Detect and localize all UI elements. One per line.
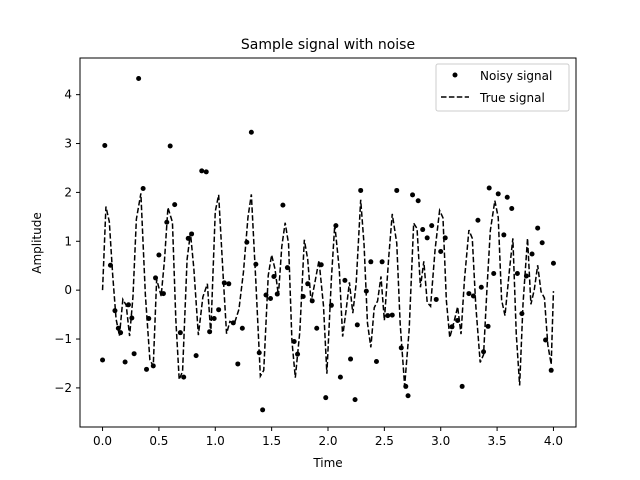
noisy-signal-point: [211, 316, 217, 321]
noisy-signal-point: [373, 359, 379, 365]
noisy-signal-point: [539, 240, 545, 246]
noisy-signal-point: [481, 349, 487, 355]
noisy-signal-point: [352, 397, 358, 403]
chart-title: Sample signal with noise: [241, 37, 415, 53]
noisy-signal-point: [438, 249, 444, 255]
y-tick-label: 0: [64, 283, 72, 297]
noisy-signal-point: [167, 143, 173, 149]
noisy-signal-point: [199, 168, 205, 174]
noisy-signal-point: [122, 359, 128, 365]
true-signal-line: [101, 193, 555, 387]
noisy-signal-point: [280, 202, 286, 208]
noisy-signal-point: [420, 227, 426, 233]
noisy-signal-point: [535, 225, 541, 231]
y-tick-label: 3: [64, 137, 72, 151]
noisy-signal-point: [226, 281, 232, 287]
noisy-signal-point: [291, 338, 297, 344]
noisy-signal-point: [459, 383, 465, 389]
noisy-signal-point: [491, 271, 497, 277]
noisy-signal-point: [144, 366, 150, 372]
noisy-signal-point: [177, 330, 183, 336]
noisy-signal-point: [529, 251, 535, 257]
noisy-signal-point: [354, 322, 360, 328]
noisy-signal-point: [235, 361, 241, 367]
noisy-signal-point: [368, 259, 374, 265]
noisy-signal-point: [323, 395, 329, 401]
noisy-signal-point: [131, 351, 137, 357]
x-tick-label: 0.5: [149, 434, 168, 448]
noisy-signal-point: [424, 235, 430, 241]
noisy-signal-point: [429, 223, 435, 229]
noisy-signal-point: [129, 315, 135, 321]
noisy-signal-point: [548, 367, 554, 373]
noisy-signal-point: [140, 185, 146, 191]
noisy-signal-point: [100, 357, 106, 363]
noisy-signal-point: [495, 191, 501, 197]
noisy-signal-point: [358, 187, 364, 193]
legend-label-noisy: Noisy signal: [480, 69, 552, 83]
legend-marker-noisy: [452, 72, 458, 78]
x-tick-label: 3.0: [431, 434, 450, 448]
y-tick-label: 4: [64, 88, 72, 102]
x-tick-label: 3.5: [488, 434, 507, 448]
noisy-signal-point: [102, 142, 108, 148]
noisy-signal-point: [239, 325, 245, 331]
x-tick-label: 1.5: [262, 434, 281, 448]
noisy-signal-point: [410, 192, 416, 198]
noisy-signal-point: [389, 312, 395, 318]
x-tick-label: 0.0: [93, 434, 112, 448]
noisy-signal-point: [216, 307, 222, 313]
noisy-signal-point: [260, 407, 266, 413]
noisy-signal-point: [203, 169, 209, 175]
noisy-signal-point: [136, 76, 142, 82]
noisy-signal-point: [314, 325, 320, 331]
noisy-signal-point: [509, 206, 515, 212]
x-tick-label: 2.0: [318, 434, 337, 448]
noisy-signal-point: [342, 277, 348, 283]
noisy-signal-point: [284, 265, 290, 271]
noisy-signal-point: [501, 232, 507, 238]
noisy-signal-point: [475, 217, 481, 223]
noisy-signal-point: [514, 271, 520, 277]
noisy-signal-point: [193, 353, 199, 359]
x-tick-label: 2.5: [375, 434, 394, 448]
noisy-signal-point: [433, 296, 439, 302]
noisy-signal-point: [268, 295, 274, 301]
y-axis-label: Amplitude: [30, 212, 44, 274]
noisy-signal-point: [153, 275, 159, 281]
noisy-signal-point: [466, 291, 472, 297]
noisy-signal-point: [125, 302, 131, 308]
legend-label-true: True signal: [479, 91, 545, 105]
noisy-signal-point: [337, 374, 343, 380]
x-tick-label: 4.0: [544, 434, 563, 448]
noisy-signal-point: [478, 284, 484, 290]
noisy-signal-point: [385, 313, 391, 319]
noisy-signal-point: [181, 374, 187, 380]
y-tick-label: −2: [54, 381, 72, 395]
noisy-signal-point: [156, 252, 162, 258]
legend-box: [435, 63, 570, 112]
y-tick-label: −1: [54, 332, 72, 346]
x-tick-label: 1.0: [206, 434, 225, 448]
noisy-signal-point: [379, 259, 385, 265]
y-tick-label: 1: [64, 234, 72, 248]
noisy-signal-point: [405, 393, 411, 399]
noisy-signal-point: [485, 323, 491, 329]
y-tick-label: 2: [64, 185, 72, 199]
noisy-signal-point: [504, 194, 510, 200]
noisy-signal-point: [253, 261, 259, 267]
noisy-signal-point: [550, 260, 556, 266]
noisy-signal-point: [486, 185, 492, 191]
noisy-signal-point: [248, 129, 254, 135]
noisy-signal-point: [394, 187, 400, 193]
noisy-signal-point: [172, 202, 178, 208]
noisy-signal-point: [305, 281, 311, 287]
noisy-signal-point: [415, 198, 421, 204]
noisy-signal-point: [348, 356, 354, 362]
legend: Noisy signal True signal: [435, 63, 570, 112]
x-axis-label: Time: [312, 456, 342, 470]
